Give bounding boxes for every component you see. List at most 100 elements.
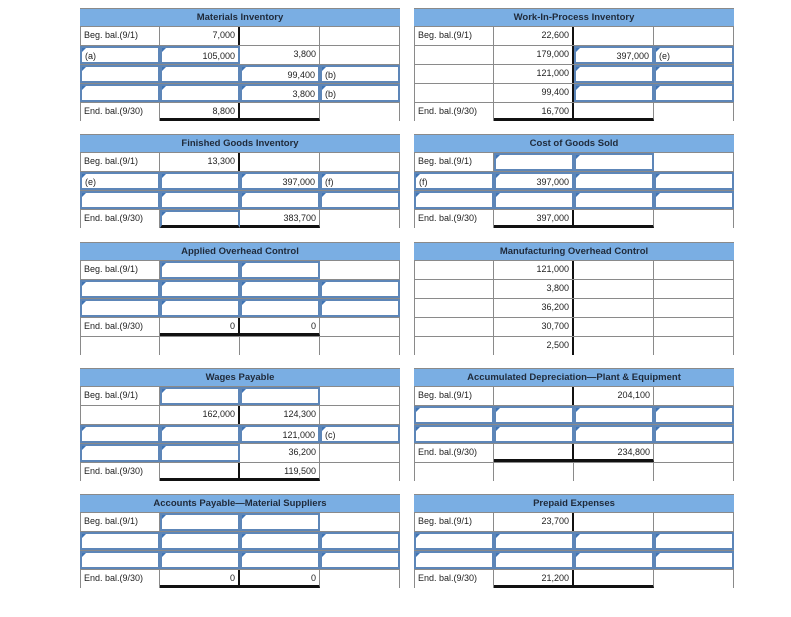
credit-input[interactable]: [574, 551, 654, 569]
credit-input[interactable]: [240, 532, 320, 550]
credit-input[interactable]: [574, 172, 654, 190]
entry-label-input[interactable]: [80, 444, 160, 462]
credit-label-input[interactable]: (f): [320, 172, 400, 190]
credit-label-input[interactable]: (e): [654, 46, 734, 64]
credit-value: 36,200: [240, 444, 320, 462]
credit-value: 124,300: [240, 406, 320, 424]
t-account-materials-inventory: Materials Inventory Beg. bal.(9/1) 7,000…: [80, 8, 400, 121]
credit-label-input[interactable]: (b): [320, 65, 400, 83]
debit-input[interactable]: [160, 280, 240, 298]
entry-label-input[interactable]: [80, 84, 160, 102]
credit-input[interactable]: [574, 65, 654, 83]
credit-label-input[interactable]: [320, 191, 400, 209]
entry-label-input[interactable]: [414, 425, 494, 443]
debit-input[interactable]: [494, 153, 574, 171]
credit-input[interactable]: 397,000: [574, 46, 654, 64]
credit-label-input[interactable]: [654, 425, 734, 443]
t-account-accounts-payable: Accounts Payable—Material Suppliers Beg.…: [80, 494, 400, 588]
credit-label-input[interactable]: (b): [320, 84, 400, 102]
row-label: Beg. bal.(9/1): [80, 513, 160, 531]
credit-label-input[interactable]: [320, 532, 400, 550]
credit-input[interactable]: [574, 425, 654, 443]
entry-label-input[interactable]: (a): [80, 46, 160, 64]
account-title: Cost of Goods Sold: [414, 134, 734, 152]
credit-input[interactable]: [240, 551, 320, 569]
debit-input[interactable]: [160, 444, 240, 462]
debit-input[interactable]: [160, 210, 240, 228]
entry-label-input[interactable]: [414, 406, 494, 424]
debit-input[interactable]: [494, 532, 574, 550]
entry-label-input[interactable]: [80, 551, 160, 569]
debit-input[interactable]: [160, 84, 240, 102]
credit-input[interactable]: [240, 191, 320, 209]
credit-label-input[interactable]: (c): [320, 425, 400, 443]
credit-input[interactable]: [574, 153, 654, 171]
credit-input[interactable]: [574, 84, 654, 102]
credit-label-input[interactable]: [654, 551, 734, 569]
entry-label-input[interactable]: [80, 425, 160, 443]
entry-label-input[interactable]: [414, 191, 494, 209]
table-row: End. bal.(9/30) 0 0: [80, 317, 400, 336]
debit-input[interactable]: [160, 425, 240, 443]
debit-input[interactable]: [160, 299, 240, 317]
credit-input[interactable]: [574, 406, 654, 424]
entry-label-input[interactable]: [80, 65, 160, 83]
debit-value: 2,500: [494, 337, 574, 355]
credit-label-input[interactable]: [654, 532, 734, 550]
credit-input[interactable]: 99,400: [240, 65, 320, 83]
credit-input[interactable]: 3,800: [240, 84, 320, 102]
t-account-applied-overhead: Applied Overhead Control Beg. bal.(9/1) …: [80, 242, 400, 355]
debit-input[interactable]: [160, 191, 240, 209]
row-label: [80, 406, 160, 424]
credit-label-input[interactable]: [654, 406, 734, 424]
credit-label-input[interactable]: [320, 280, 400, 298]
debit-input[interactable]: [160, 65, 240, 83]
credit-label-input[interactable]: [320, 299, 400, 317]
credit-input[interactable]: 121,000: [240, 425, 320, 443]
entry-label-input[interactable]: [80, 280, 160, 298]
table-row: Beg. bal.(9/1) 7,000: [80, 26, 400, 45]
credit-label-input[interactable]: [320, 551, 400, 569]
entry-label-input[interactable]: (f): [414, 172, 494, 190]
credit-input[interactable]: [240, 299, 320, 317]
entry-label-input[interactable]: [414, 551, 494, 569]
entry-label-input[interactable]: [414, 532, 494, 550]
debit-input[interactable]: [494, 191, 574, 209]
credit-input[interactable]: [574, 191, 654, 209]
entry-label-input[interactable]: [80, 191, 160, 209]
credit-label-input[interactable]: [654, 172, 734, 190]
account-title: Materials Inventory: [80, 8, 400, 26]
debit-input[interactable]: [160, 172, 240, 190]
debit-input[interactable]: [494, 425, 574, 443]
entry-label-input[interactable]: (e): [80, 172, 160, 190]
debit-input[interactable]: 105,000: [160, 46, 240, 64]
row-label: End. bal.(9/30): [80, 463, 160, 481]
debit-input[interactable]: 397,000: [494, 172, 574, 190]
credit-input[interactable]: [240, 513, 320, 531]
credit-input[interactable]: [240, 261, 320, 279]
credit-value: 0: [240, 318, 320, 336]
debit-value: 179,000: [494, 46, 574, 64]
entry-label-input[interactable]: [80, 532, 160, 550]
debit-input[interactable]: [160, 532, 240, 550]
debit-input[interactable]: [494, 406, 574, 424]
credit-label-input[interactable]: [654, 191, 734, 209]
credit-input[interactable]: 397,000: [240, 172, 320, 190]
table-row: 36,200: [414, 298, 734, 317]
credit-value: [240, 153, 320, 171]
debit-input[interactable]: [160, 387, 240, 405]
credit-input[interactable]: [240, 387, 320, 405]
credit-input[interactable]: [574, 532, 654, 550]
credit-label-input[interactable]: [654, 65, 734, 83]
debit-input[interactable]: [160, 513, 240, 531]
credit-value: [574, 210, 654, 228]
debit-value: [160, 463, 240, 481]
debit-input[interactable]: [494, 551, 574, 569]
credit-input[interactable]: [240, 280, 320, 298]
debit-value: 121,000: [494, 261, 574, 279]
row-label: [414, 337, 494, 355]
credit-label-input[interactable]: [654, 84, 734, 102]
debit-input[interactable]: [160, 261, 240, 279]
debit-input[interactable]: [160, 551, 240, 569]
entry-label-input[interactable]: [80, 299, 160, 317]
